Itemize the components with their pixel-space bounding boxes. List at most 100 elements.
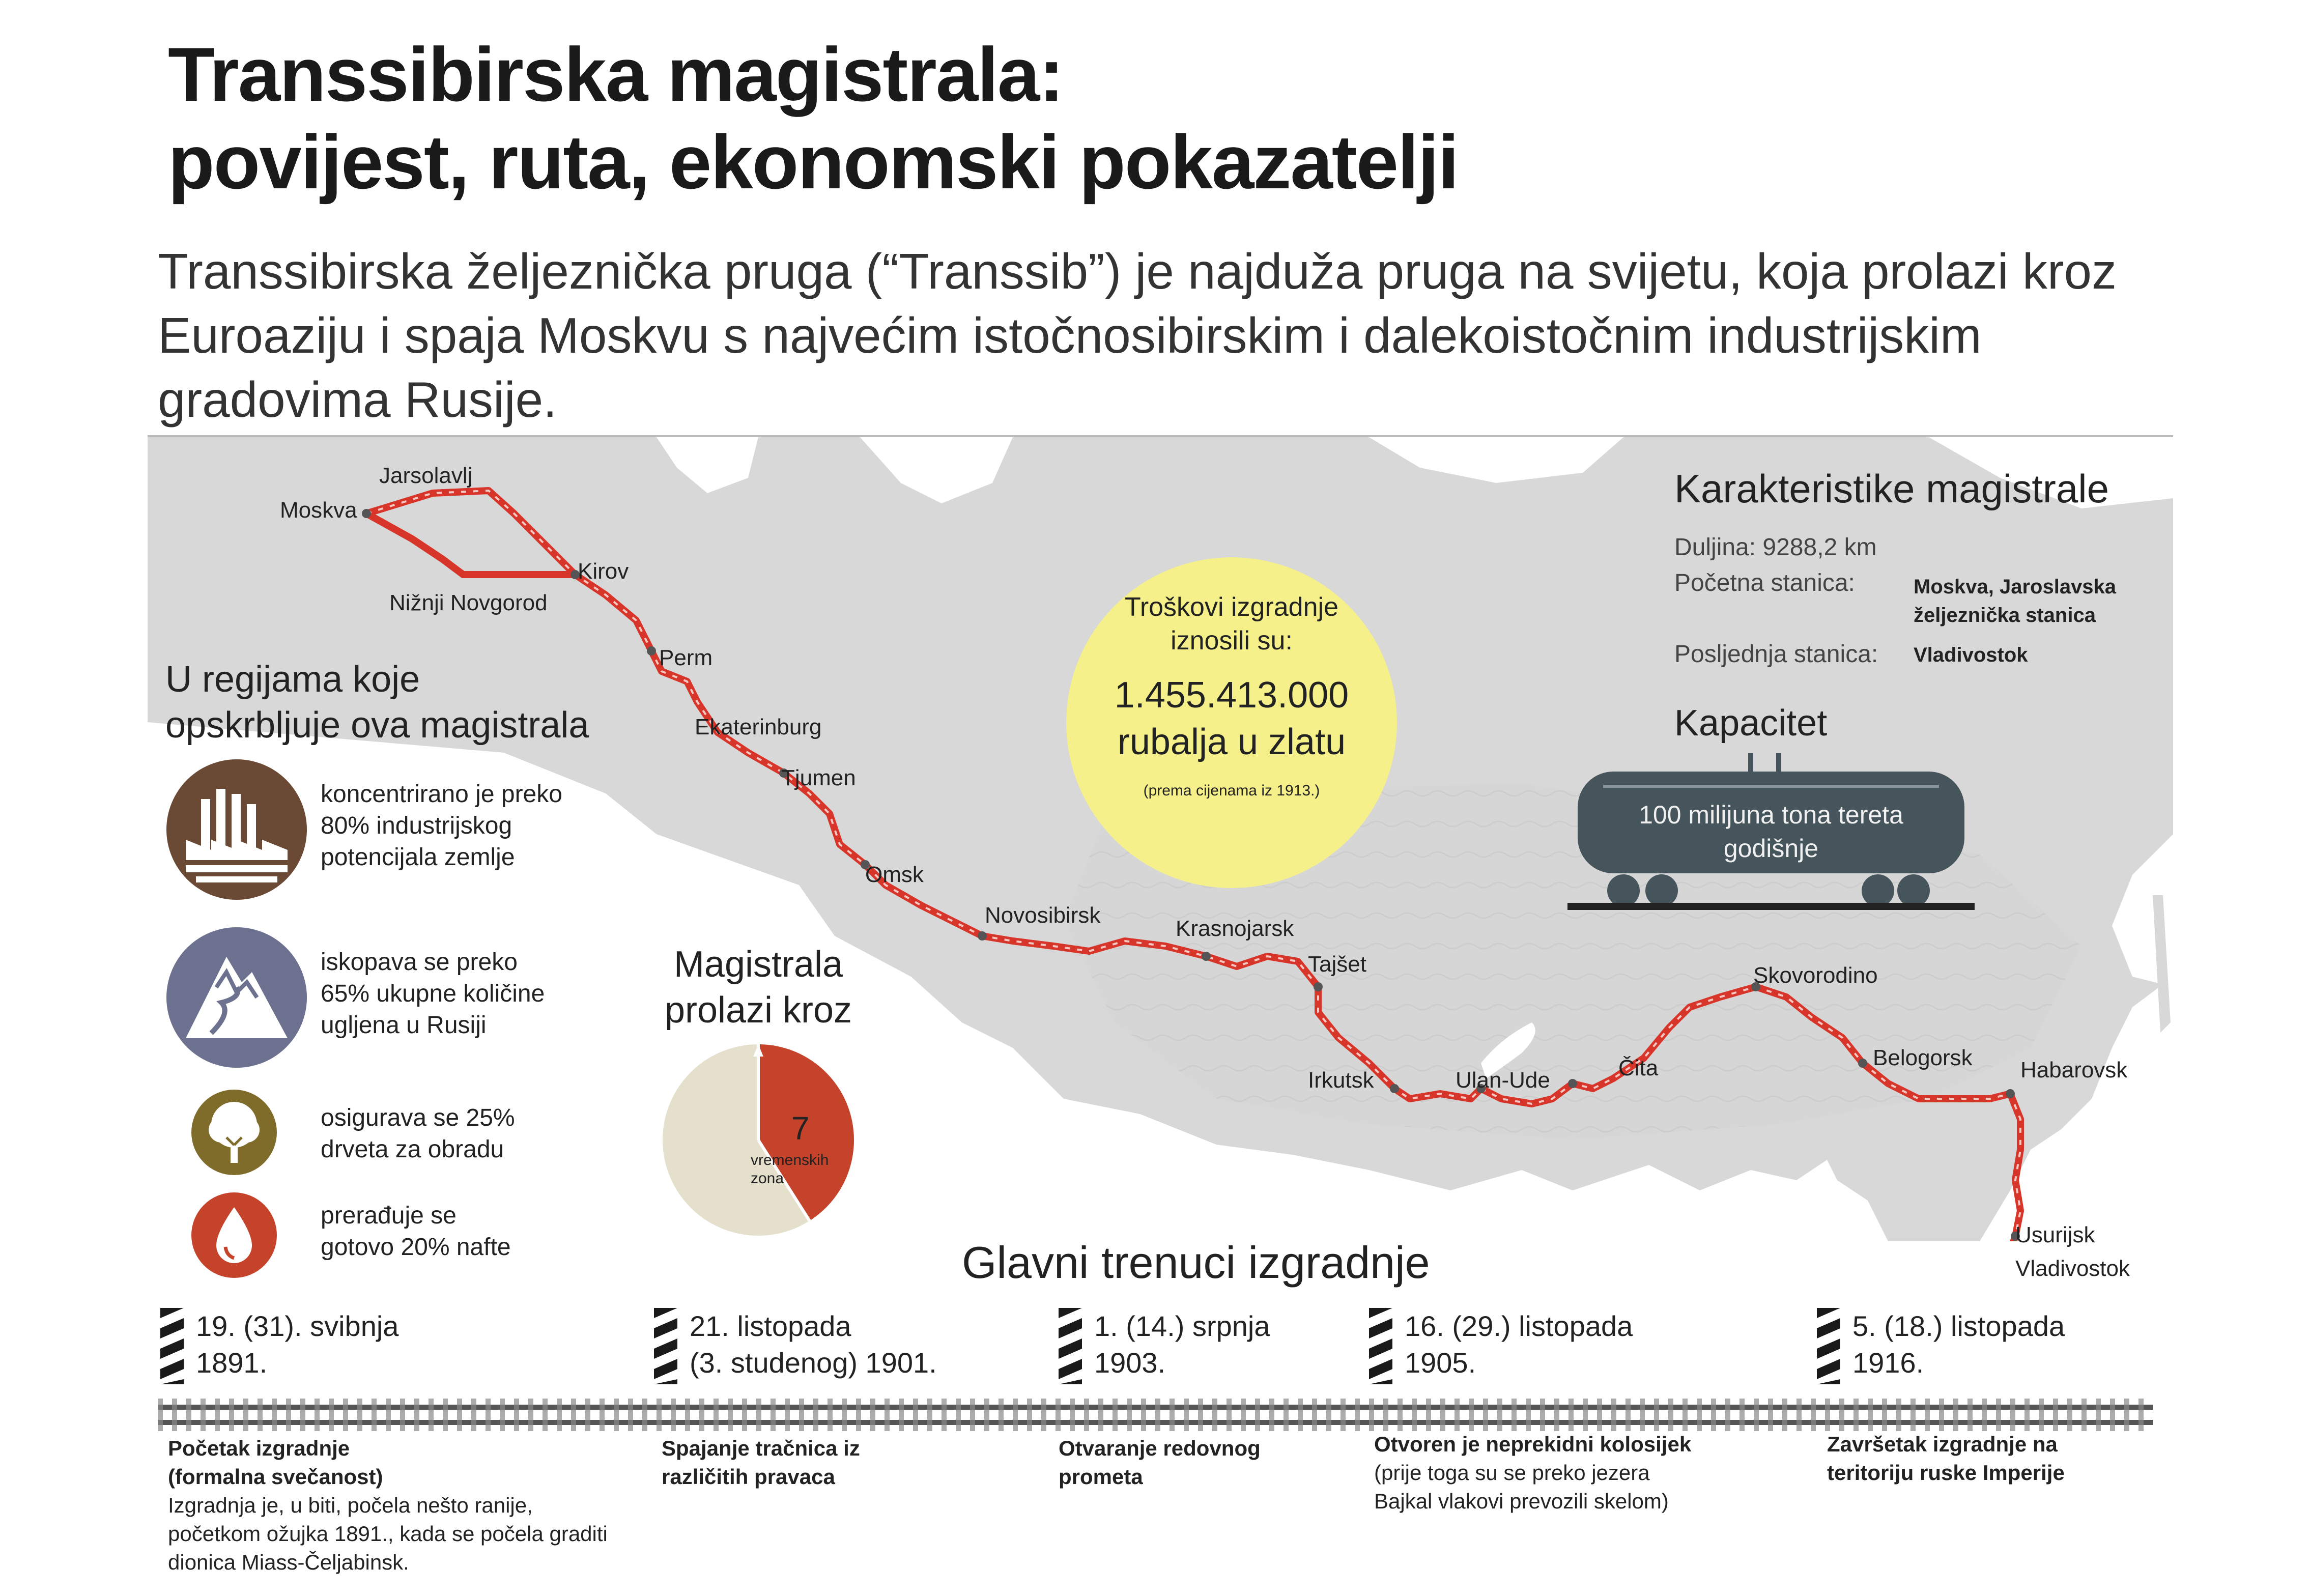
city-label-tajset: Tajšet xyxy=(1308,952,1366,977)
capacity-text: 100 milijuna tona tereta godišnje xyxy=(1639,801,1903,863)
city-label-perm: Perm xyxy=(659,645,713,670)
station-dot-tajset xyxy=(1314,982,1323,991)
title-line-2: povijest, ruta, ekonomski pokazatelji xyxy=(168,119,1459,205)
factory-icon xyxy=(166,759,307,900)
city-label-tjumen: Tjumen xyxy=(781,765,856,790)
milestones-title: Glavni trenuci izgradnje xyxy=(962,1237,1430,1288)
station-dot-perm xyxy=(647,646,656,656)
station-dot-tjumen xyxy=(779,768,788,778)
tree-icon xyxy=(191,1090,277,1175)
characteristics-length: Duljina: 9288,2 km xyxy=(1674,534,1877,561)
characteristics-start-value: Moskva, Jaroslavska željeznička stanica xyxy=(1914,576,2117,626)
timezones-pie xyxy=(663,1044,854,1236)
regions-title-line-1: U regijama koje xyxy=(165,659,420,700)
milestone-date-4: 16. (29.) listopada 1905. xyxy=(1405,1310,1633,1379)
characteristics-end-value: Vladivostok xyxy=(1914,644,2028,666)
city-label-belogorsk: Belogorsk xyxy=(1873,1045,1973,1070)
city-label-jarsolavlj: Jarsolavlj xyxy=(379,463,473,488)
city-label-ekaterinburg: Ekaterinburg xyxy=(695,715,822,739)
regions-title-line-2: opskrbljuje ova magistrala xyxy=(165,705,589,746)
region-text-industry: koncentrirano je preko 80% industrijskog… xyxy=(321,781,562,871)
station-dots xyxy=(362,509,2020,1241)
milestone-date-1: 19. (31). svibnja 1891. xyxy=(196,1310,399,1379)
cost-note: (prema cijenama iz 1913.) xyxy=(1143,782,1320,799)
city-label-omsk: Omsk xyxy=(865,862,924,887)
timezones-title-line-2: prolazi kroz xyxy=(664,990,852,1031)
title-line-1: Transsibirska magistrala: xyxy=(168,32,1064,117)
city-label-novosibirsk: Novosibirsk xyxy=(985,903,1101,928)
region-text-coal: iskopava se preko 65% ukupne količine ug… xyxy=(321,949,545,1039)
cost-line-1: Troškovi izgradnje xyxy=(1124,592,1338,622)
intro-paragraph: Transsibirska željeznička pruga (“Transs… xyxy=(158,243,2117,428)
page-title: Transsibirska magistrala: povijest, ruta… xyxy=(168,31,1459,206)
city-label-skovorodino: Skovorodino xyxy=(1753,963,1878,988)
header-divider xyxy=(148,435,2173,437)
oil-drop-icon xyxy=(191,1192,277,1278)
station-dot-novosibirsk xyxy=(978,931,987,940)
capacity-title: Kapacitet xyxy=(1674,703,1828,744)
station-dot-kirov xyxy=(571,570,580,579)
station-dot-vladivostok xyxy=(2011,1232,2020,1241)
station-dot-ulanude xyxy=(1476,1084,1486,1093)
city-label-irkutsk: Irkutsk xyxy=(1308,1068,1374,1093)
station-dot-omsk xyxy=(861,860,870,869)
timezones-label: vremenskih zona xyxy=(751,1152,829,1187)
station-dot-skovorodino xyxy=(1751,982,1760,991)
station-dot-cita xyxy=(1568,1079,1577,1088)
city-label-moskva: Moskva xyxy=(280,498,357,523)
sakhalin-island xyxy=(2153,895,2171,1033)
regions-title: U regijama koje opskrbljuje ova magistra… xyxy=(165,657,589,748)
arctic-bay xyxy=(1369,437,1623,483)
milestone-marker-icon xyxy=(1817,1308,1840,1384)
lake-baikal xyxy=(1481,1022,1535,1078)
station-dot-habarovsk xyxy=(2006,1089,2015,1098)
milestone-marker-icon xyxy=(1369,1308,1392,1384)
station-dot-krasnojarsk xyxy=(1202,952,1211,961)
rail-sleepers xyxy=(158,1399,2153,1431)
city-label-usurijsk: Usurijsk xyxy=(2015,1222,2095,1247)
arctic-bay xyxy=(1929,437,2173,508)
characteristics-end-label: Posljednja stanica: xyxy=(1674,641,1878,668)
tank-wagon-icon xyxy=(1567,753,1975,910)
milestone-date-2: 21. listopada (3. studenog) 1901. xyxy=(690,1310,937,1379)
station-dot-irkutsk xyxy=(1390,1084,1399,1093)
city-label-krasnojarsk: Krasnojarsk xyxy=(1176,916,1294,941)
milestone-marker-icon xyxy=(160,1308,184,1384)
timezones-value: 7 xyxy=(791,1110,810,1147)
timezones-title: Magistrala prolazi kroz xyxy=(662,942,855,1033)
station-dot-moskva xyxy=(362,509,371,518)
region-text-oil: prerađuje se gotovo 20% nafte xyxy=(321,1202,511,1261)
characteristics-title: Karakteristike magistrale xyxy=(1674,466,2109,511)
arctic-bay xyxy=(860,437,1013,503)
milestone-desc-2: Spajanje tračnica iz različitih pravaca xyxy=(662,1436,860,1489)
milestone-date-3: 1. (14.) srpnja 1903. xyxy=(1094,1310,1270,1379)
characteristics-start-label: Početna stanica: xyxy=(1674,569,1855,596)
region-text-wood: osigurava se 25% drveta za obradu xyxy=(321,1104,515,1163)
milestone-desc-1: Početak izgradnje (formalna svečanost) I… xyxy=(168,1436,608,1574)
cost-amount: 1.455.413.000 xyxy=(1114,675,1349,716)
pie-divider xyxy=(757,1139,811,1222)
milestone-desc-5: Završetak izgradnje na teritoriju ruske … xyxy=(1827,1432,2065,1485)
milestone-desc-3: Otvaranje redovnog prometa xyxy=(1059,1436,1261,1489)
route-loop-north xyxy=(363,510,579,578)
mountain-icon xyxy=(166,927,307,1068)
city-label-ulanude: Ulan-Ude xyxy=(1456,1068,1550,1093)
milestone-marker-icon xyxy=(1059,1308,1082,1384)
cost-line-2: iznosili su: xyxy=(1171,626,1293,656)
arctic-bay xyxy=(657,437,758,493)
station-dot-belogorsk xyxy=(1858,1059,1867,1068)
cost-currency: rubalja u zlatu xyxy=(1117,722,1346,762)
timezones-title-line-1: Magistrala xyxy=(673,944,843,985)
route-dashes xyxy=(366,489,2022,1237)
city-label-cita: Čita xyxy=(1618,1056,1659,1080)
cost-text: Troškovi izgradnje iznosili su: 1.455.41… xyxy=(1066,590,1397,801)
city-label-habarovsk: Habarovsk xyxy=(2020,1058,2128,1082)
city-label-nizhni: Nižnji Novgorod xyxy=(389,590,548,615)
milestone-desc-4: Otvoren je neprekidni kolosijek (prije t… xyxy=(1374,1432,1692,1513)
city-label-vladivostok: Vladivostok xyxy=(2015,1256,2130,1281)
milestone-date-5: 5. (18.) listopada 1916. xyxy=(1852,1310,2065,1379)
arrow-up-icon xyxy=(753,1044,763,1057)
city-label-kirov: Kirov xyxy=(578,559,629,584)
milestone-marker-icon xyxy=(654,1308,677,1384)
cost-circle xyxy=(1066,557,1397,888)
